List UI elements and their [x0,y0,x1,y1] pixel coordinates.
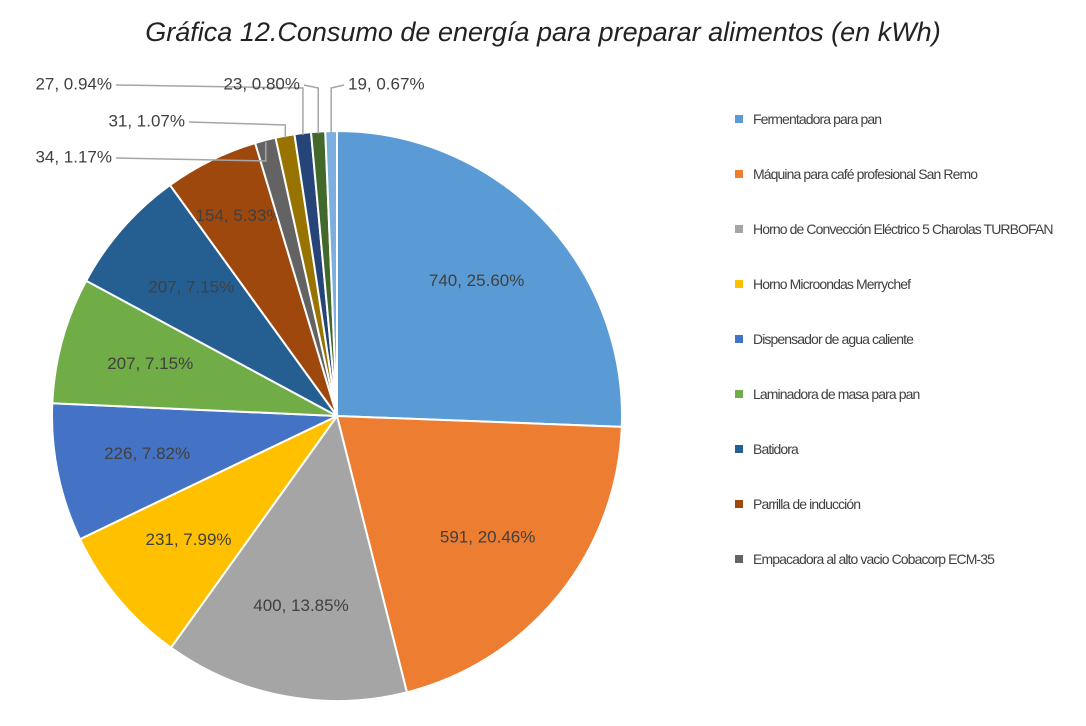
leader-line [115,84,304,136]
data-label: 400, 13.85% [253,596,348,615]
legend: Fermentadora para pan Máquina para café p… [735,110,1080,605]
pie-slice [84,183,338,417]
data-label: 34, 1.17% [35,147,112,166]
legend-label: Laminadora de masa para pan [753,386,920,402]
legend-item: Máquina para café profesional San Remo [735,165,1080,220]
legend-swatch [735,500,743,508]
legend-label: Dispensador de agua caliente [753,331,914,347]
data-label: 226, 7.82% [104,444,190,463]
legend-swatch [735,280,743,288]
leader-line [188,121,287,138]
leader-line [330,84,345,134]
legend-item: Batidora [735,440,1080,495]
legend-item: Parrilla de inducción [735,495,1080,550]
legend-item: Horno Microondas Merrychef [735,275,1080,330]
legend-label: Parrilla de inducción [753,496,861,512]
legend-swatch [735,445,743,453]
pie-slice [51,279,338,417]
leader-line [115,142,267,162]
legend-label: Fermentadora para pan [753,111,882,127]
data-label: 154, 5.33% [196,206,282,225]
pie-slice [335,414,623,694]
data-label: 27, 0.94% [35,74,112,93]
leader-line [303,84,319,134]
legend-item: Empacadora al alto vacio Cobacorp ECM-35 [735,550,1080,605]
chart-title: Gráfica 12.Consumo de energía para prepa… [145,17,940,47]
pie-slice [51,402,338,541]
legend-item: Horno de Convección Eléctrico 5 Charolas… [735,220,1080,275]
pie-slice [336,129,623,428]
legend-label: Empacadora al alto vacio Cobacorp ECM-35 [753,551,995,567]
legend-label: Batidora [753,441,799,457]
legend-swatch [735,225,743,233]
legend-swatch [735,335,743,343]
legend-label: Horno de Convección Eléctrico 5 Charolas… [753,221,1053,237]
pie-slice [78,415,338,650]
legend-item: Fermentadora para pan [735,110,1080,165]
legend-swatch [735,555,743,563]
legend-label: Máquina para café profesional San Remo [753,166,978,182]
data-label: 740, 25.60% [429,271,524,290]
data-label: 231, 7.99% [146,530,232,549]
legend-swatch [735,115,743,123]
data-label: 23, 0.80% [223,74,300,93]
data-label: 31, 1.07% [108,111,185,130]
pie-slice [169,413,409,702]
data-label: 591, 20.46% [440,527,535,546]
legend-item: Laminadora de masa para pan [735,385,1080,440]
legend-item: Dispensador de agua caliente [735,330,1080,385]
legend-label: Horno Microondas Merrychef [753,276,911,292]
legend-swatch [735,390,743,398]
data-label: 19, 0.67% [348,74,425,93]
data-label: 207, 7.15% [107,354,193,373]
data-label: 207, 7.15% [148,278,234,297]
legend-swatch [735,170,743,178]
